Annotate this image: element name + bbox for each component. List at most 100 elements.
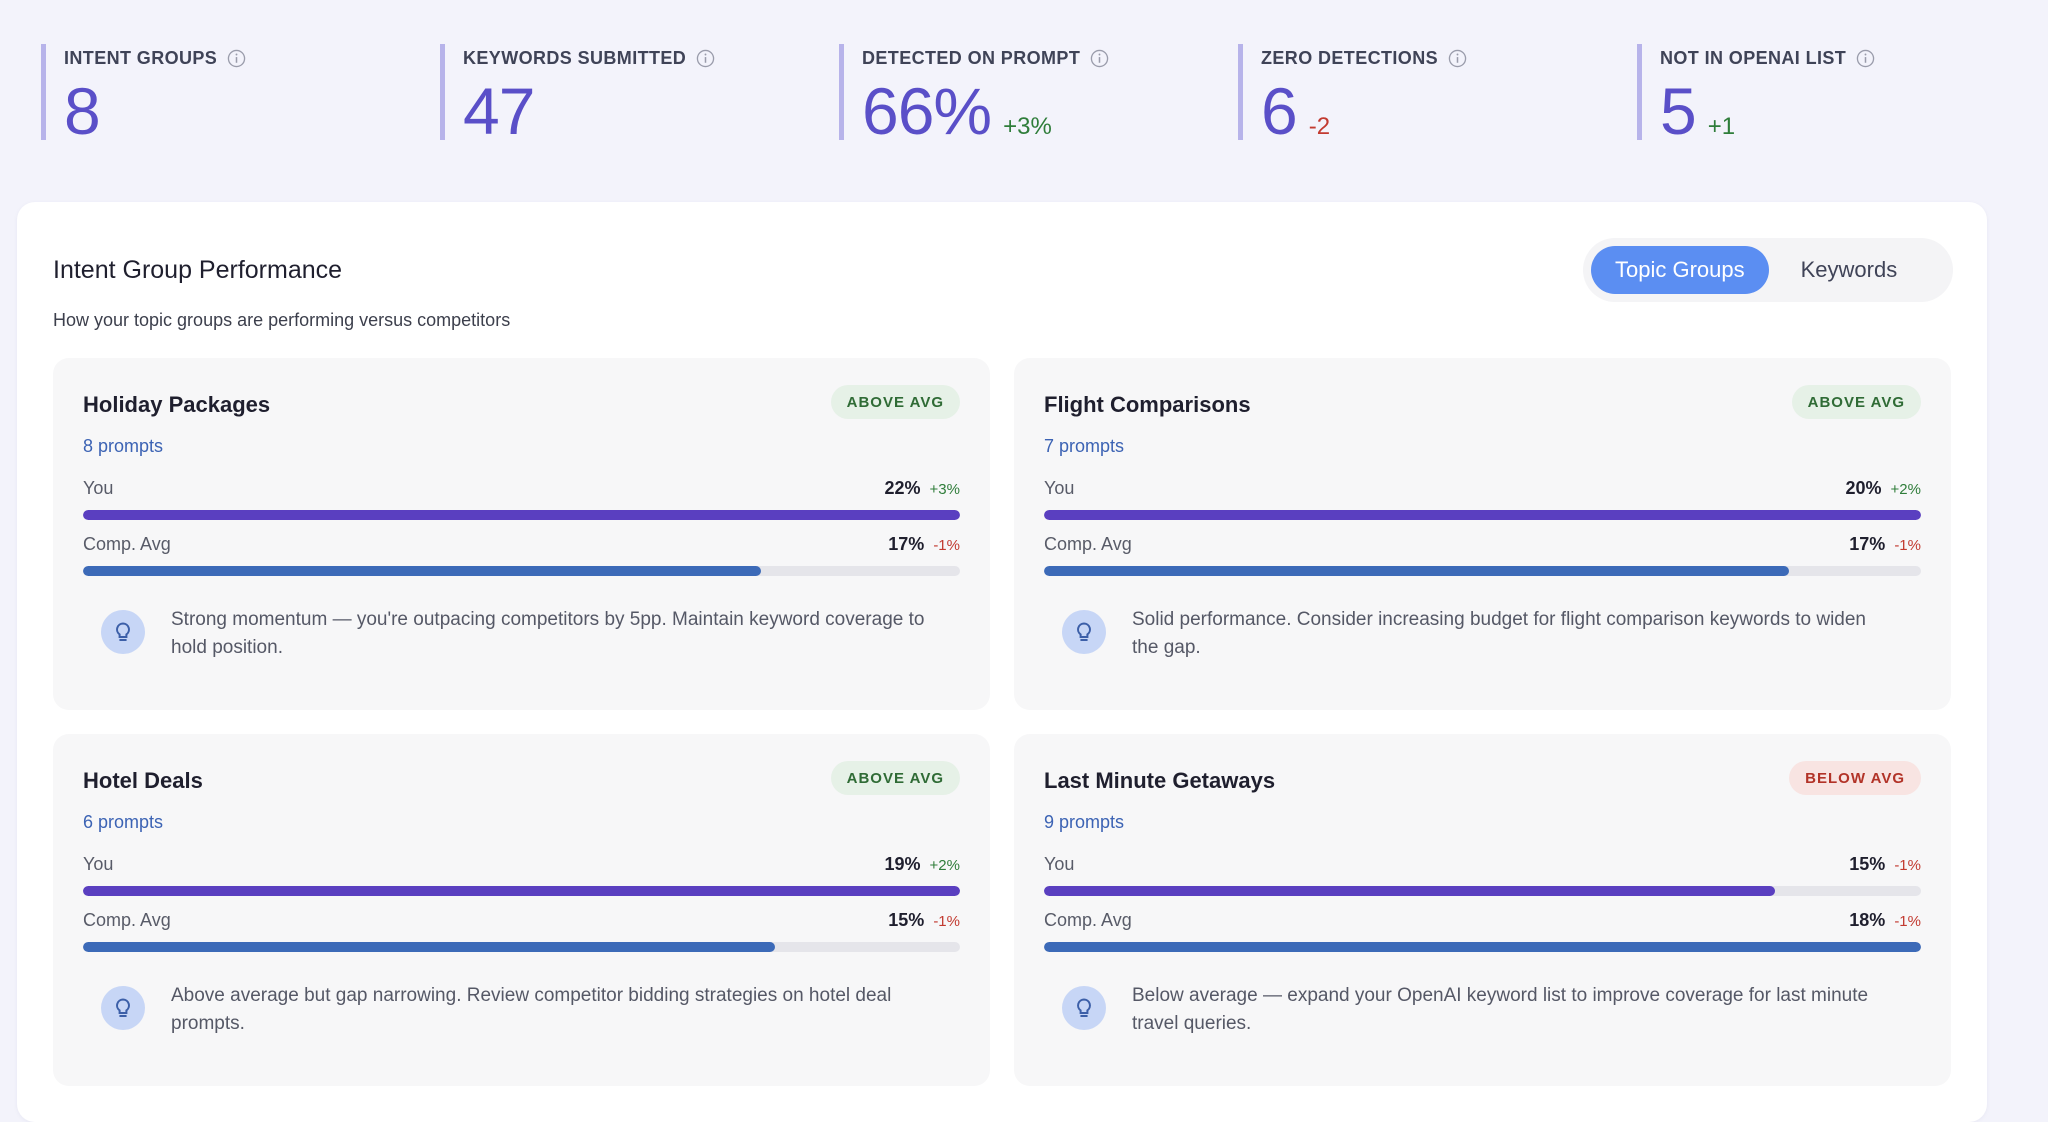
metric-label: Comp. Avg <box>83 910 171 930</box>
metric-delta: +2% <box>929 857 960 874</box>
stat-delta: +3% <box>1003 113 1052 140</box>
panel-subtitle: How your topic groups are performing ver… <box>53 310 511 330</box>
progress-track <box>1044 942 1921 952</box>
comp-avg-metric: Comp. Avg 18% -1% <box>1044 910 1921 952</box>
card-title: Holiday Packages <box>83 392 271 417</box>
metric-label: You <box>1044 854 1075 874</box>
you-metric: You 20% +2% <box>1044 478 1921 520</box>
status-badge: ABOVE AVG <box>830 761 960 795</box>
intent-group-performance-panel: Intent Group Performance How your topic … <box>17 202 1987 1122</box>
progress-track <box>83 886 960 896</box>
comp-progress-fill <box>83 566 761 576</box>
insight-tip: Strong momentum — you're outpacing compe… <box>101 606 931 662</box>
metric-value: 17% <box>888 534 925 554</box>
you-progress-fill <box>1044 510 1921 520</box>
progress-track <box>83 510 960 520</box>
metric-value: 19% <box>884 854 921 874</box>
panel-title: Intent Group Performance <box>53 256 343 284</box>
you-progress-fill <box>83 510 960 520</box>
status-badge: ABOVE AVG <box>830 385 960 419</box>
stat-label: DETECTED ON PROMPT <box>862 47 1081 68</box>
stat-label: NOT IN OPENAI LIST <box>1660 47 1847 68</box>
view-toggle: Topic Groups Keywords <box>1583 238 1953 302</box>
insight-tip: Above average but gap narrowing. Review … <box>101 982 931 1038</box>
prompts-link[interactable]: 8 prompts <box>83 436 164 456</box>
prompts-link[interactable]: 9 prompts <box>1044 812 1125 832</box>
metric-delta: +3% <box>929 481 960 498</box>
metric-value: 15% <box>1849 854 1886 874</box>
stat-value: 66% <box>862 74 992 148</box>
metric-label: You <box>83 854 114 874</box>
status-badge: ABOVE AVG <box>1791 385 1921 419</box>
metric-label: Comp. Avg <box>1044 910 1132 930</box>
lightbulb-icon <box>1062 986 1106 1030</box>
progress-track <box>1044 510 1921 520</box>
comp-avg-metric: Comp. Avg 17% -1% <box>83 534 960 576</box>
comp-avg-metric: Comp. Avg 15% -1% <box>83 910 960 952</box>
you-progress-fill <box>83 886 960 896</box>
stat-label: KEYWORDS SUBMITTED <box>463 47 687 68</box>
card-title: Hotel Deals <box>83 768 203 793</box>
tip-text: Strong momentum — you're outpacing compe… <box>171 609 925 658</box>
metric-delta: -1% <box>1894 857 1921 874</box>
stat-value: 6 <box>1261 74 1298 148</box>
progress-track <box>1044 886 1921 896</box>
metric-label: You <box>1044 478 1075 498</box>
info-icon[interactable] <box>696 49 715 68</box>
keywords-toggle-button[interactable]: Keywords <box>1777 246 1922 294</box>
comp-progress-fill <box>1044 942 1921 952</box>
insight-tip: Below average — expand your OpenAI keywo… <box>1062 982 1892 1038</box>
lightbulb-icon <box>101 610 145 654</box>
metric-value: 17% <box>1849 534 1886 554</box>
metric-delta: -1% <box>1894 537 1921 554</box>
stat-value: 47 <box>463 74 535 148</box>
you-metric: You 22% +3% <box>83 478 960 520</box>
prompts-link[interactable]: 7 prompts <box>1044 436 1125 456</box>
progress-track <box>83 566 960 576</box>
stat-keywords-submitted: KEYWORDS SUBMITTED 47 <box>440 44 715 146</box>
comp-avg-metric: Comp. Avg 17% -1% <box>1044 534 1921 576</box>
you-metric: You 19% +2% <box>83 854 960 896</box>
card-title: Last Minute Getaways <box>1044 768 1276 793</box>
info-icon[interactable] <box>1448 49 1467 68</box>
stat-intent-groups: INTENT GROUPS 8 <box>41 44 246 146</box>
metric-label: Comp. Avg <box>1044 534 1132 554</box>
stat-value: 8 <box>64 74 101 148</box>
metric-delta: -1% <box>933 537 960 554</box>
stat-delta: -2 <box>1308 113 1331 140</box>
metric-label: You <box>83 478 114 498</box>
comp-progress-fill <box>1044 566 1790 576</box>
metric-value: 20% <box>1845 478 1882 498</box>
stats-strip: INTENT GROUPS 8 KEYWORDS SUBMITTED 47 DE… <box>0 0 2048 180</box>
stat-value: 5 <box>1660 74 1697 148</box>
prompts-link[interactable]: 6 prompts <box>83 812 164 832</box>
progress-track <box>1044 566 1921 576</box>
info-icon[interactable] <box>1856 49 1875 68</box>
info-icon[interactable] <box>1090 49 1109 68</box>
stat-detected-on-prompt: DETECTED ON PROMPT 66% +3% <box>839 44 1109 146</box>
metric-delta: -1% <box>1894 913 1921 930</box>
stat-label: ZERO DETECTIONS <box>1261 47 1439 68</box>
comp-progress-fill <box>83 942 775 952</box>
stat-zero-detections: ZERO DETECTIONS 6 -2 <box>1238 44 1467 146</box>
stat-not-in-openai-list: NOT IN OPENAI LIST 5 +1 <box>1637 44 1875 146</box>
intent-group-card: Hotel Deals ABOVE AVG 6 prompts You 19% … <box>53 734 990 1086</box>
lightbulb-icon <box>1062 610 1106 654</box>
metric-delta: +2% <box>1890 481 1921 498</box>
tip-text: Below average — expand your OpenAI keywo… <box>1132 985 1869 1034</box>
you-metric: You 15% -1% <box>1044 854 1921 896</box>
topic-groups-toggle-button[interactable]: Topic Groups <box>1591 246 1769 294</box>
intent-group-card: Flight Comparisons ABOVE AVG 7 prompts Y… <box>1014 358 1951 710</box>
lightbulb-icon <box>101 986 145 1030</box>
you-progress-fill <box>1044 886 1775 896</box>
stat-label: INTENT GROUPS <box>64 47 218 68</box>
status-badge: BELOW AVG <box>1789 761 1921 795</box>
progress-track <box>83 942 960 952</box>
stat-delta: +1 <box>1707 113 1736 140</box>
metric-label: Comp. Avg <box>83 534 171 554</box>
tip-text: Above average but gap narrowing. Review … <box>171 985 892 1034</box>
metric-value: 15% <box>888 910 925 930</box>
metric-value: 18% <box>1849 910 1886 930</box>
info-icon[interactable] <box>227 49 246 68</box>
intent-group-card: Last Minute Getaways BELOW AVG 9 prompts… <box>1014 734 1951 1086</box>
